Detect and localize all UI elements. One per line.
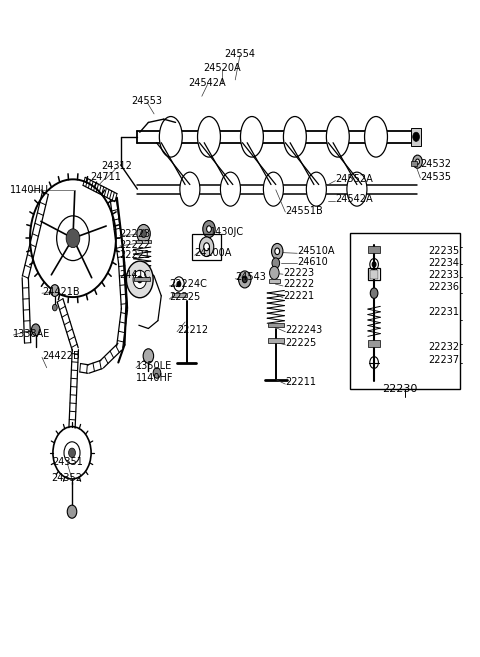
Bar bbox=[172, 292, 187, 297]
Text: 222243: 222243 bbox=[285, 325, 323, 335]
Circle shape bbox=[413, 155, 422, 168]
Text: 22223: 22223 bbox=[120, 229, 151, 239]
Bar bbox=[368, 246, 380, 252]
Circle shape bbox=[143, 349, 154, 363]
Bar bbox=[268, 338, 284, 343]
Ellipse shape bbox=[306, 172, 326, 206]
Text: 22221: 22221 bbox=[283, 291, 314, 301]
Bar bbox=[370, 269, 378, 279]
Circle shape bbox=[137, 276, 142, 283]
Text: 24351: 24351 bbox=[52, 457, 83, 467]
Ellipse shape bbox=[264, 172, 283, 206]
Bar bbox=[368, 340, 380, 348]
Text: 22225: 22225 bbox=[169, 292, 201, 302]
Text: 22237: 22237 bbox=[429, 355, 460, 365]
Text: 22221: 22221 bbox=[120, 250, 151, 260]
Text: 24520A: 24520A bbox=[203, 63, 240, 73]
Circle shape bbox=[153, 368, 161, 378]
Text: 22212: 22212 bbox=[177, 325, 208, 335]
Circle shape bbox=[69, 448, 75, 457]
Text: 24421B: 24421B bbox=[42, 287, 80, 297]
Ellipse shape bbox=[220, 172, 240, 206]
Bar bbox=[411, 161, 417, 166]
Text: 22223: 22223 bbox=[283, 268, 314, 278]
Text: 22211: 22211 bbox=[285, 377, 316, 387]
Circle shape bbox=[370, 288, 378, 298]
Text: 24711: 24711 bbox=[90, 171, 121, 182]
Text: 1430JC: 1430JC bbox=[210, 227, 244, 237]
Text: 24510A: 24510A bbox=[297, 246, 335, 256]
Bar bbox=[269, 279, 280, 283]
Text: 24100A: 24100A bbox=[195, 248, 232, 258]
Text: 24422B: 24422B bbox=[42, 351, 80, 361]
Text: 22235: 22235 bbox=[429, 246, 460, 256]
Ellipse shape bbox=[364, 116, 387, 157]
Circle shape bbox=[66, 229, 80, 248]
Text: 24610: 24610 bbox=[297, 257, 328, 267]
Text: 24312: 24312 bbox=[101, 161, 132, 171]
Ellipse shape bbox=[159, 116, 182, 157]
Text: 22222: 22222 bbox=[283, 279, 314, 289]
Circle shape bbox=[272, 258, 280, 268]
Text: 24552A: 24552A bbox=[336, 174, 373, 185]
Text: 24535: 24535 bbox=[420, 171, 451, 182]
Ellipse shape bbox=[326, 116, 349, 157]
Ellipse shape bbox=[347, 172, 367, 206]
Circle shape bbox=[199, 237, 214, 256]
Circle shape bbox=[242, 276, 247, 283]
Bar bbox=[350, 233, 459, 389]
Ellipse shape bbox=[198, 116, 220, 157]
Circle shape bbox=[141, 230, 146, 238]
Circle shape bbox=[372, 261, 376, 267]
Circle shape bbox=[272, 244, 283, 259]
Circle shape bbox=[275, 248, 280, 254]
Circle shape bbox=[52, 304, 57, 311]
Text: 22224C: 22224C bbox=[169, 279, 207, 289]
Circle shape bbox=[416, 159, 420, 164]
Text: 22230: 22230 bbox=[382, 384, 418, 394]
Bar bbox=[368, 268, 380, 280]
Ellipse shape bbox=[180, 172, 200, 206]
Circle shape bbox=[177, 281, 181, 286]
Circle shape bbox=[133, 270, 146, 288]
Text: 1350LE: 1350LE bbox=[136, 361, 172, 371]
Bar bbox=[411, 127, 421, 146]
Text: 24543: 24543 bbox=[235, 273, 266, 283]
Bar bbox=[268, 323, 284, 327]
Circle shape bbox=[413, 132, 420, 141]
Circle shape bbox=[50, 284, 59, 296]
Circle shape bbox=[270, 266, 279, 279]
Text: 24532: 24532 bbox=[420, 158, 451, 169]
Circle shape bbox=[126, 261, 153, 298]
Ellipse shape bbox=[240, 116, 264, 157]
Text: 22225: 22225 bbox=[285, 338, 317, 348]
Bar bbox=[134, 277, 150, 281]
Text: 24553: 24553 bbox=[132, 96, 162, 106]
Text: 22233: 22233 bbox=[429, 270, 459, 280]
Bar bbox=[136, 240, 151, 244]
Circle shape bbox=[137, 225, 150, 243]
Text: 24554: 24554 bbox=[225, 49, 255, 58]
Text: 24542A: 24542A bbox=[336, 194, 373, 204]
Circle shape bbox=[203, 221, 215, 238]
Circle shape bbox=[206, 226, 211, 233]
Text: 22234: 22234 bbox=[429, 258, 459, 268]
Text: 1140HF: 1140HF bbox=[136, 373, 173, 382]
Text: 22232: 22232 bbox=[429, 342, 460, 351]
Text: 1338AE: 1338AE bbox=[13, 328, 50, 339]
Text: 24551B: 24551B bbox=[285, 206, 323, 215]
Text: 22231: 22231 bbox=[429, 307, 459, 317]
Circle shape bbox=[239, 271, 251, 288]
Ellipse shape bbox=[283, 116, 306, 157]
Circle shape bbox=[204, 243, 209, 251]
Text: 22222: 22222 bbox=[120, 240, 151, 250]
Text: 1140HU: 1140HU bbox=[10, 185, 49, 195]
Circle shape bbox=[32, 324, 40, 336]
Circle shape bbox=[67, 505, 77, 518]
Text: 24352: 24352 bbox=[52, 472, 83, 483]
Text: 24542A: 24542A bbox=[189, 78, 227, 87]
Text: 2441C: 2441C bbox=[120, 270, 151, 280]
Bar bbox=[192, 234, 221, 260]
Text: 22236: 22236 bbox=[429, 282, 459, 292]
